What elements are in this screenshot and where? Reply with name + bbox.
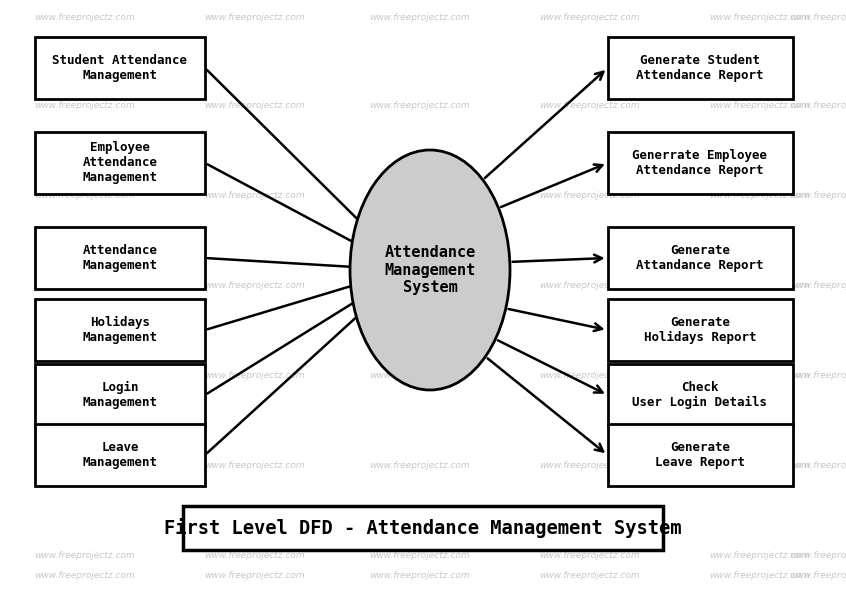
- Text: www.freeprojectz.com: www.freeprojectz.com: [35, 371, 135, 380]
- FancyBboxPatch shape: [607, 364, 793, 426]
- Text: www.freeprojectz.com: www.freeprojectz.com: [205, 570, 305, 579]
- Text: www.freeprojectz.com: www.freeprojectz.com: [205, 280, 305, 289]
- Text: www.freeprojectz.com: www.freeprojectz.com: [710, 190, 810, 199]
- Text: www.freeprojectz.com: www.freeprojectz.com: [540, 100, 640, 110]
- Text: Attendance
Management
System: Attendance Management System: [384, 245, 475, 295]
- Text: www.freeprojectz.com: www.freeprojectz.com: [710, 100, 810, 110]
- Text: www.freeprojectz.com: www.freeprojectz.com: [205, 371, 305, 380]
- Text: www.freeprojectz.com: www.freeprojectz.com: [540, 570, 640, 579]
- Text: www.freeprojectz.com: www.freeprojectz.com: [540, 461, 640, 470]
- Text: Login
Management: Login Management: [83, 381, 157, 409]
- Text: www.freeprojectz.com: www.freeprojectz.com: [370, 14, 470, 23]
- Text: www.freeprojectz.com: www.freeprojectz.com: [710, 461, 810, 470]
- Text: www.freeprojectz.com: www.freeprojectz.com: [710, 570, 810, 579]
- Text: www.freeprojectz.com: www.freeprojectz.com: [789, 14, 846, 23]
- Text: www.freeprojectz.com: www.freeprojectz.com: [540, 280, 640, 289]
- Text: Generate
Leave Report: Generate Leave Report: [655, 441, 745, 469]
- FancyBboxPatch shape: [35, 424, 205, 486]
- Text: Holidays
Management: Holidays Management: [83, 316, 157, 344]
- Text: www.freeprojectz.com: www.freeprojectz.com: [370, 371, 470, 380]
- Text: www.freeprojectz.com: www.freeprojectz.com: [35, 14, 135, 23]
- FancyBboxPatch shape: [607, 424, 793, 486]
- Text: www.freeprojectz.com: www.freeprojectz.com: [710, 371, 810, 380]
- Text: www.freeprojectz.com: www.freeprojectz.com: [35, 550, 135, 560]
- Text: www.freeprojectz.com: www.freeprojectz.com: [370, 461, 470, 470]
- Text: www.freeprojectz.com: www.freeprojectz.com: [540, 371, 640, 380]
- Text: www.freeprojectz.com: www.freeprojectz.com: [35, 280, 135, 289]
- Text: www.freeprojectz.com: www.freeprojectz.com: [789, 100, 846, 110]
- Text: www.freeprojectz.com: www.freeprojectz.com: [370, 190, 470, 199]
- FancyBboxPatch shape: [35, 227, 205, 289]
- FancyBboxPatch shape: [35, 299, 205, 361]
- FancyBboxPatch shape: [183, 506, 663, 550]
- Text: www.freeprojectz.com: www.freeprojectz.com: [205, 461, 305, 470]
- Text: www.freeprojectz.com: www.freeprojectz.com: [789, 280, 846, 289]
- FancyBboxPatch shape: [35, 364, 205, 426]
- Text: www.freeprojectz.com: www.freeprojectz.com: [710, 550, 810, 560]
- Text: Employee
Attendance
Management: Employee Attendance Management: [83, 142, 157, 184]
- Text: Student Attendance
Management: Student Attendance Management: [52, 54, 188, 82]
- Text: www.freeprojectz.com: www.freeprojectz.com: [789, 570, 846, 579]
- Text: www.freeprojectz.com: www.freeprojectz.com: [789, 461, 846, 470]
- Text: www.freeprojectz.com: www.freeprojectz.com: [540, 550, 640, 560]
- Text: www.freeprojectz.com: www.freeprojectz.com: [710, 14, 810, 23]
- Text: www.freeprojectz.com: www.freeprojectz.com: [370, 550, 470, 560]
- FancyBboxPatch shape: [607, 37, 793, 99]
- Text: www.freeprojectz.com: www.freeprojectz.com: [370, 280, 470, 289]
- FancyBboxPatch shape: [607, 132, 793, 194]
- Text: www.freeprojectz.com: www.freeprojectz.com: [370, 570, 470, 579]
- Text: www.freeprojectz.com: www.freeprojectz.com: [540, 190, 640, 199]
- Text: Generate Student
Attendance Report: Generate Student Attendance Report: [636, 54, 764, 82]
- Text: www.freeprojectz.com: www.freeprojectz.com: [789, 550, 846, 560]
- FancyBboxPatch shape: [607, 227, 793, 289]
- FancyBboxPatch shape: [35, 132, 205, 194]
- Text: www.freeprojectz.com: www.freeprojectz.com: [205, 14, 305, 23]
- Text: www.freeprojectz.com: www.freeprojectz.com: [789, 371, 846, 380]
- FancyBboxPatch shape: [607, 299, 793, 361]
- Text: Generate
Attandance Report: Generate Attandance Report: [636, 244, 764, 272]
- Text: www.freeprojectz.com: www.freeprojectz.com: [789, 190, 846, 199]
- Text: www.freeprojectz.com: www.freeprojectz.com: [710, 280, 810, 289]
- Ellipse shape: [350, 150, 510, 390]
- Text: www.freeprojectz.com: www.freeprojectz.com: [205, 550, 305, 560]
- Text: Generate
Holidays Report: Generate Holidays Report: [644, 316, 756, 344]
- Text: Check
User Login Details: Check User Login Details: [633, 381, 767, 409]
- Text: Generrate Employee
Attendance Report: Generrate Employee Attendance Report: [633, 149, 767, 177]
- Text: www.freeprojectz.com: www.freeprojectz.com: [35, 190, 135, 199]
- Text: Leave
Management: Leave Management: [83, 441, 157, 469]
- Text: www.freeprojectz.com: www.freeprojectz.com: [370, 100, 470, 110]
- FancyBboxPatch shape: [35, 37, 205, 99]
- Text: www.freeprojectz.com: www.freeprojectz.com: [205, 100, 305, 110]
- Text: www.freeprojectz.com: www.freeprojectz.com: [540, 14, 640, 23]
- Text: www.freeprojectz.com: www.freeprojectz.com: [205, 190, 305, 199]
- Text: First Level DFD - Attendance Management System: First Level DFD - Attendance Management …: [164, 518, 682, 538]
- Text: www.freeprojectz.com: www.freeprojectz.com: [35, 570, 135, 579]
- Text: www.freeprojectz.com: www.freeprojectz.com: [35, 100, 135, 110]
- Text: www.freeprojectz.com: www.freeprojectz.com: [35, 461, 135, 470]
- Text: Attendance
Management: Attendance Management: [83, 244, 157, 272]
